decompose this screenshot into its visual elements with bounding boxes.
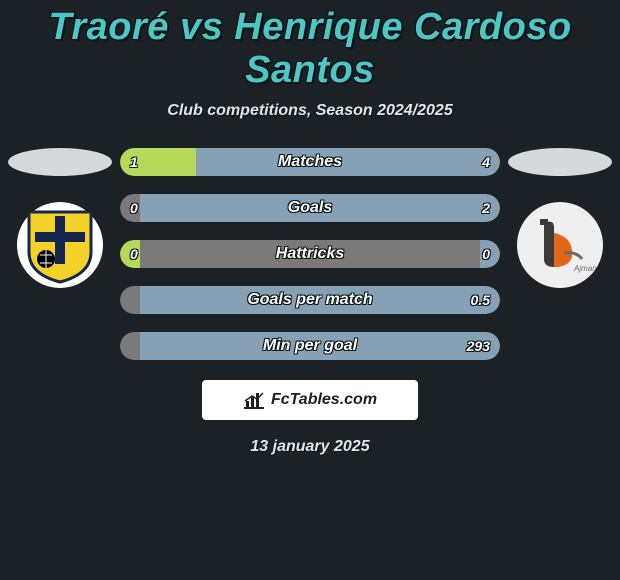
branding-badge: FcTables.com (202, 380, 418, 420)
shield-icon (25, 206, 95, 284)
stat-left-value: 0 (130, 200, 138, 216)
comparison-bars: 1 4 Matches 0 2 Goals 0 0 Hattricks 0.5 Goals per … (120, 148, 500, 360)
stat-left-value: 0 (130, 246, 138, 262)
bar-chart-icon (243, 391, 265, 409)
stat-row: 0 2 Goals (120, 194, 500, 222)
bar-left-segment (120, 332, 140, 360)
branding-text: FcTables.com (271, 391, 377, 409)
page-title: Traoré vs Henrique Cardoso Santos (0, 6, 620, 92)
tower-icon: Ajman (524, 209, 596, 281)
stat-name-label: Goals (288, 199, 332, 217)
stat-row: 293 Min per goal (120, 332, 500, 360)
content-grid: 1 4 Matches 0 2 Goals 0 0 Hattricks 0.5 Goals per … (0, 148, 620, 360)
comparison-infographic: Traoré vs Henrique Cardoso Santos Club c… (0, 0, 620, 580)
left-player-placeholder (8, 148, 112, 176)
footer-date: 13 january 2025 (0, 438, 620, 456)
stat-row: 1 4 Matches (120, 148, 500, 176)
stat-left-value: 1 (130, 154, 138, 170)
stat-name-label: Hattricks (276, 245, 344, 263)
stat-right-value: 293 (467, 338, 490, 354)
stat-right-value: 0 (482, 246, 490, 262)
stat-right-value: 0.5 (471, 292, 490, 308)
left-club-badge (17, 202, 103, 288)
stat-row: 0.5 Goals per match (120, 286, 500, 314)
svg-text:Ajman: Ajman (573, 264, 596, 273)
bar-right-segment (196, 148, 500, 176)
stat-right-value: 2 (482, 200, 490, 216)
stat-right-value: 4 (482, 154, 490, 170)
right-club-badge: Ajman (517, 202, 603, 288)
stat-name-label: Min per goal (263, 337, 357, 355)
subtitle: Club competitions, Season 2024/2025 (0, 102, 620, 120)
stat-name-label: Matches (278, 153, 342, 171)
left-player-column (0, 148, 120, 288)
right-player-placeholder (508, 148, 612, 176)
stat-name-label: Goals per match (247, 291, 372, 309)
bar-left-segment (120, 286, 140, 314)
right-player-column: Ajman (500, 148, 620, 288)
stat-row: 0 0 Hattricks (120, 240, 500, 268)
